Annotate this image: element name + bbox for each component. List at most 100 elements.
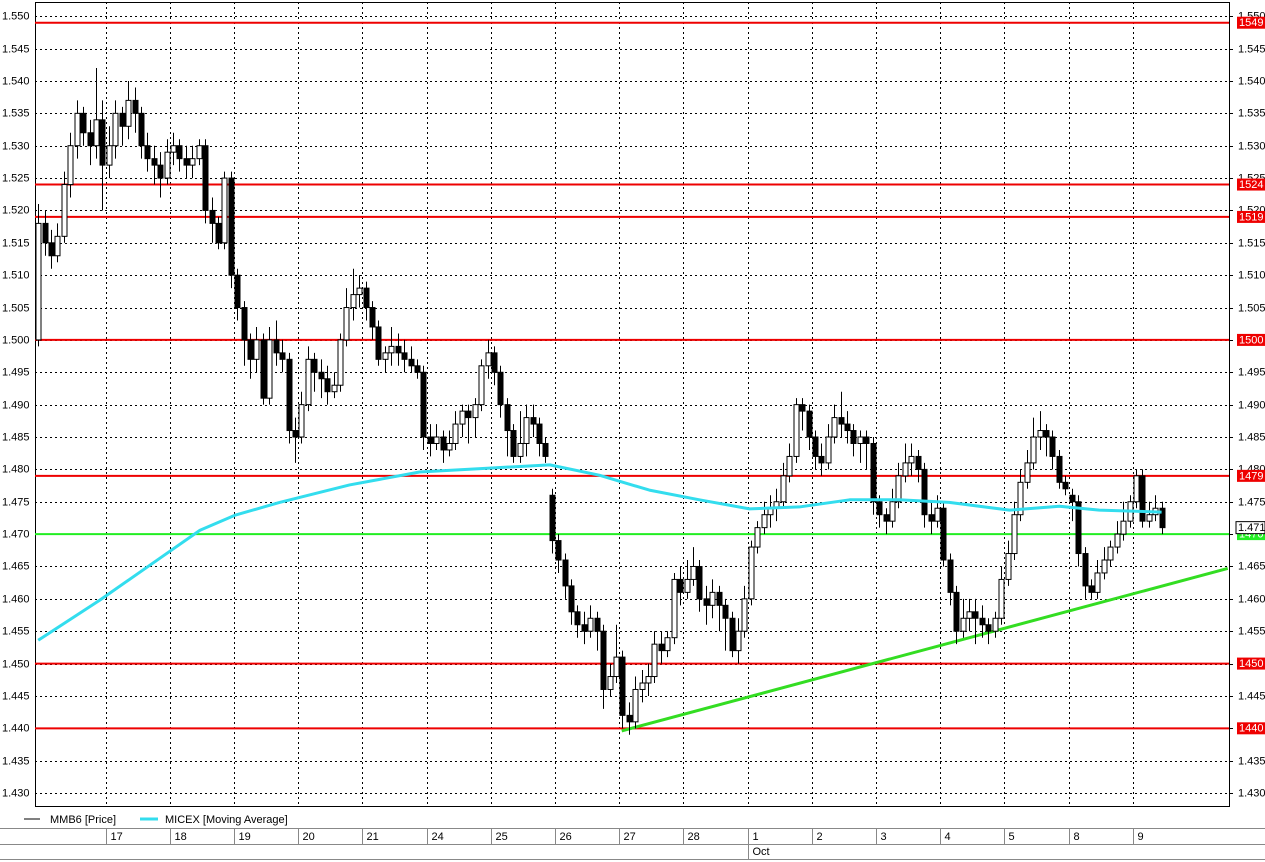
candle-body — [876, 501, 883, 516]
candle-body — [183, 158, 190, 166]
candle-body — [427, 436, 434, 444]
candle-body — [1017, 481, 1024, 516]
candle-body — [940, 507, 947, 561]
candle-body — [292, 430, 299, 438]
candle-body — [709, 591, 716, 606]
y-tick-label: 1.485 — [2, 431, 30, 443]
candle-body — [80, 112, 87, 134]
y-tick-label: 1.445 — [2, 690, 30, 702]
y2-tick-label: 1.455 — [1238, 625, 1265, 637]
candle-body — [921, 468, 928, 516]
last-price-box — [1235, 521, 1265, 535]
candle-body — [1005, 553, 1012, 580]
x-tick-label: 8 — [1074, 831, 1080, 843]
y-tick-label: 1.535 — [2, 107, 30, 119]
level-box — [1237, 16, 1265, 29]
month-label: Oct — [753, 846, 770, 858]
level-box — [1237, 333, 1265, 346]
x-tick-label: 18 — [175, 831, 187, 843]
candle-body — [388, 345, 395, 354]
y-tick-label: 1.495 — [2, 366, 30, 378]
candle-body — [754, 527, 761, 548]
candle-body — [35, 222, 42, 341]
candle-body — [170, 145, 177, 153]
y2-tick-label: 1.495 — [1238, 366, 1265, 378]
last-price-label: 1.471 — [1238, 522, 1265, 534]
trendline — [621, 566, 1229, 733]
candle-body — [1120, 520, 1127, 535]
legend-label: MMB6 [Price] — [50, 814, 116, 826]
candle-body — [234, 274, 241, 309]
candle-body — [48, 242, 55, 257]
candle-body — [260, 339, 267, 399]
candle-body — [510, 430, 517, 457]
candle-body — [459, 410, 466, 425]
candle-body — [401, 352, 408, 360]
candle-body — [831, 417, 838, 438]
candle-body — [947, 559, 954, 593]
candle-body — [517, 442, 524, 457]
candle-body — [363, 287, 370, 309]
y2-tick-label: 1.540 — [1238, 75, 1265, 87]
candle-body — [1088, 585, 1095, 593]
candle-body — [883, 514, 890, 522]
candle-body — [863, 436, 870, 444]
candle-body — [202, 145, 209, 211]
y2-tick-label: 1.460 — [1238, 593, 1265, 605]
candle-body — [632, 688, 639, 723]
y-tick-label: 1.505 — [2, 302, 30, 314]
candle-body — [600, 630, 607, 690]
candle-body — [1101, 559, 1108, 574]
candle-body — [311, 358, 318, 373]
candle-body — [99, 119, 106, 166]
candle-body — [176, 145, 183, 160]
candle-body — [998, 578, 1005, 619]
candle-body — [793, 404, 800, 457]
candle-body — [1133, 475, 1140, 503]
candle-body — [228, 177, 235, 276]
candle-body — [452, 423, 459, 444]
candle-body — [536, 423, 543, 444]
candle-body — [331, 384, 338, 393]
y2-tick-label: 1.475 — [1238, 496, 1265, 508]
candle-body — [568, 585, 575, 613]
candle-body — [729, 617, 736, 652]
candle-body — [735, 630, 742, 652]
y2-tick-label: 1.545 — [1238, 43, 1265, 55]
x-tick-label: 9 — [1138, 831, 1144, 843]
candle-body — [215, 222, 222, 244]
level-box — [1237, 178, 1265, 191]
x-tick-label: 20 — [303, 831, 315, 843]
candle-body — [818, 455, 825, 464]
candle-body — [902, 462, 909, 477]
candle-body — [42, 222, 49, 244]
y-tick-label: 1.490 — [2, 399, 30, 411]
candle-body — [908, 455, 915, 464]
y-tick-label: 1.430 — [2, 787, 30, 799]
candle-body — [87, 132, 94, 147]
candle-body — [298, 404, 305, 438]
candle-body — [972, 611, 979, 619]
axes: 1.4301.4301.4351.4351.4401.4401.4451.445… — [2, 10, 1265, 799]
x-tick-label: 19 — [239, 831, 251, 843]
x-tick-label: 4 — [945, 831, 951, 843]
candle-body — [992, 617, 999, 632]
candle-body — [780, 475, 787, 503]
candle-body — [696, 565, 703, 600]
x-tick-label: 24 — [432, 831, 444, 843]
y-tick-label: 1.460 — [2, 593, 30, 605]
candle-body — [1082, 553, 1089, 587]
candle-body — [870, 442, 877, 503]
y-tick-label: 1.540 — [2, 75, 30, 87]
candle-body — [574, 611, 581, 626]
candle-body — [985, 624, 992, 632]
y-tick-label: 1.450 — [2, 658, 30, 670]
candle-body — [645, 676, 652, 684]
candle-body — [530, 417, 537, 425]
candle-body — [125, 99, 132, 127]
candle-body — [420, 371, 427, 438]
x-tick-label: 25 — [496, 831, 508, 843]
candle-body — [1043, 430, 1050, 438]
candle-body — [106, 145, 113, 166]
